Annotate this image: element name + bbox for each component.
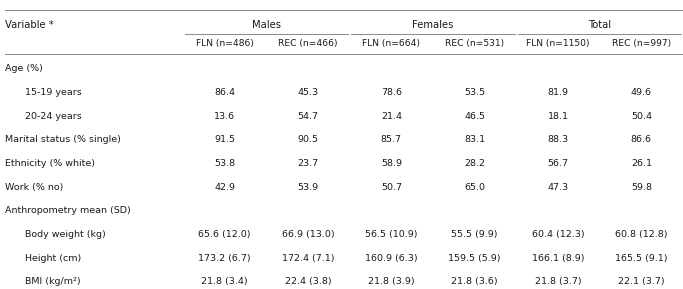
Text: FLN (n=486): FLN (n=486) [196,39,253,48]
Text: 53.8: 53.8 [214,159,235,168]
Text: Males: Males [252,20,281,30]
Text: 91.5: 91.5 [214,135,235,144]
Text: REC (n=531): REC (n=531) [445,39,504,48]
Text: 58.9: 58.9 [381,159,402,168]
Text: Females: Females [413,20,454,30]
Text: 15-19 years: 15-19 years [25,88,81,97]
Text: 90.5: 90.5 [298,135,318,144]
Text: 46.5: 46.5 [464,112,485,121]
Text: FLN (n=664): FLN (n=664) [363,39,420,48]
Text: 159.5 (5.9): 159.5 (5.9) [449,254,501,263]
Text: Anthropometry mean (SD): Anthropometry mean (SD) [5,206,131,215]
Text: 21.4: 21.4 [381,112,402,121]
Text: 21.8 (3.7): 21.8 (3.7) [535,277,581,286]
Text: 18.1: 18.1 [548,112,568,121]
Text: 166.1 (8.9): 166.1 (8.9) [532,254,584,263]
Text: Age (%): Age (%) [5,64,43,73]
Text: 88.3: 88.3 [548,135,568,144]
Text: 78.6: 78.6 [381,88,402,97]
Text: 13.6: 13.6 [214,112,235,121]
Text: Variable *: Variable * [5,20,54,30]
Text: 22.4 (3.8): 22.4 (3.8) [285,277,331,286]
Text: 65.6 (12.0): 65.6 (12.0) [199,230,251,239]
Text: Total: Total [588,20,611,30]
Text: Marital status (% single): Marital status (% single) [5,135,122,144]
Text: 56.5 (10.9): 56.5 (10.9) [365,230,417,239]
Text: 53.9: 53.9 [298,183,318,192]
Text: 54.7: 54.7 [298,112,318,121]
Text: 21.8 (3.6): 21.8 (3.6) [451,277,498,286]
Text: Ethnicity (% white): Ethnicity (% white) [5,159,96,168]
Text: 23.7: 23.7 [298,159,318,168]
Text: 42.9: 42.9 [214,183,235,192]
Text: 83.1: 83.1 [464,135,485,144]
Text: 173.2 (6.7): 173.2 (6.7) [198,254,251,263]
Text: 160.9 (6.3): 160.9 (6.3) [365,254,418,263]
Text: 59.8: 59.8 [631,183,652,192]
Text: 65.0: 65.0 [464,183,485,192]
Text: REC (n=997): REC (n=997) [612,39,671,48]
Text: 165.5 (9.1): 165.5 (9.1) [615,254,667,263]
Text: Height (cm): Height (cm) [25,254,81,263]
Text: 50.7: 50.7 [381,183,402,192]
Text: 21.8 (3.9): 21.8 (3.9) [368,277,415,286]
Text: 56.7: 56.7 [548,159,568,168]
Text: 66.9 (13.0): 66.9 (13.0) [281,230,335,239]
Text: 50.4: 50.4 [631,112,652,121]
Text: BMI (kg/m²): BMI (kg/m²) [25,277,80,286]
Text: FLN (n=1150): FLN (n=1150) [527,39,589,48]
Text: Work (% no): Work (% no) [5,183,64,192]
Text: 53.5: 53.5 [464,88,485,97]
Text: REC (n=466): REC (n=466) [278,39,338,48]
Text: 47.3: 47.3 [548,183,568,192]
Text: 22.1 (3.7): 22.1 (3.7) [618,277,665,286]
Text: 172.4 (7.1): 172.4 (7.1) [282,254,334,263]
Text: Body weight (kg): Body weight (kg) [25,230,105,239]
Text: 86.4: 86.4 [214,88,235,97]
Text: 60.4 (12.3): 60.4 (12.3) [531,230,585,239]
Text: 81.9: 81.9 [548,88,568,97]
Text: 60.8 (12.8): 60.8 (12.8) [615,230,667,239]
Text: 55.5 (9.9): 55.5 (9.9) [451,230,498,239]
Text: 86.6: 86.6 [631,135,652,144]
Text: 28.2: 28.2 [464,159,485,168]
Text: 20-24 years: 20-24 years [25,112,81,121]
Text: 21.8 (3.4): 21.8 (3.4) [201,277,248,286]
Text: 85.7: 85.7 [381,135,402,144]
Text: 49.6: 49.6 [631,88,652,97]
Text: 26.1: 26.1 [631,159,652,168]
Text: 45.3: 45.3 [298,88,318,97]
